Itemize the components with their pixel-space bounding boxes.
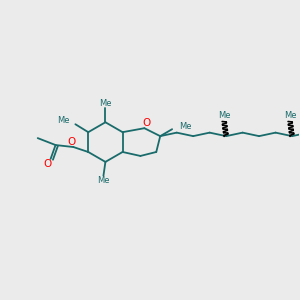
- Text: O: O: [142, 118, 151, 128]
- Text: Me: Me: [218, 111, 230, 120]
- Text: Me: Me: [179, 122, 191, 131]
- Text: Me: Me: [284, 111, 296, 120]
- Text: Me: Me: [99, 99, 112, 108]
- Text: O: O: [44, 159, 52, 169]
- Text: O: O: [67, 137, 76, 147]
- Text: Me: Me: [57, 116, 69, 125]
- Text: Me: Me: [97, 176, 110, 185]
